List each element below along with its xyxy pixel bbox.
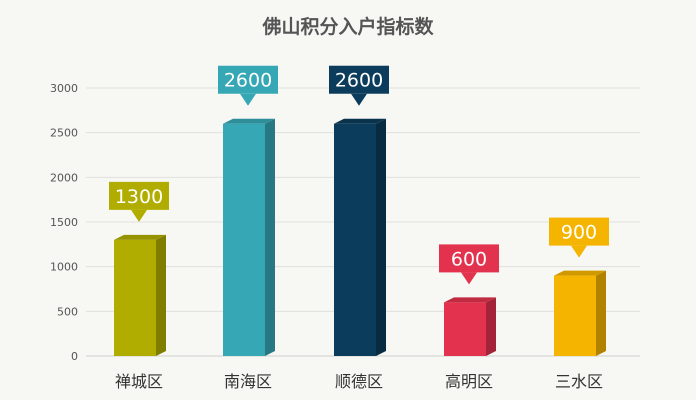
data-label: 2600 (335, 70, 383, 92)
bar-group: 2600 (329, 65, 389, 356)
data-label: 1300 (115, 186, 163, 208)
data-label-pointer (461, 272, 477, 285)
data-label: 2600 (224, 70, 272, 92)
data-label-box (439, 244, 499, 273)
bar-group: 600 (439, 244, 499, 356)
x-tick-label: 三水区 (555, 372, 603, 391)
y-tick-label: 1500 (50, 216, 78, 229)
data-label-box (549, 217, 609, 246)
chart-title: 佛山积分入户指标数 (262, 16, 434, 38)
bar-side (376, 118, 386, 356)
bar (554, 275, 596, 356)
bar (114, 239, 156, 356)
bar-side (486, 297, 496, 356)
bar-top (554, 270, 606, 276)
y-tick-label: 2500 (50, 127, 78, 140)
data-label-box (218, 65, 278, 94)
bar (334, 123, 376, 356)
y-tick-label: 2000 (50, 171, 78, 184)
data-label-pointer (131, 209, 147, 222)
x-tick-label: 高明区 (445, 372, 493, 391)
bar-side (596, 270, 606, 356)
x-tick-label: 南海区 (224, 372, 272, 391)
data-label-pointer (571, 245, 587, 258)
bar-group: 2600 (218, 65, 278, 356)
data-label-box (109, 181, 169, 210)
bar (223, 123, 265, 356)
bar-side (156, 234, 166, 356)
bar-top (334, 118, 386, 124)
data-label: 600 (451, 248, 487, 270)
x-tick-label: 顺德区 (335, 372, 383, 391)
y-tick-label: 3000 (50, 82, 78, 95)
data-label-box (329, 65, 389, 94)
bar (444, 302, 486, 356)
bar-top (223, 118, 275, 124)
y-tick-label: 500 (57, 305, 78, 318)
bar-side (265, 118, 275, 356)
bar-group: 1300 (109, 181, 169, 356)
bar-top (114, 234, 166, 240)
bar-group: 900 (549, 217, 609, 356)
data-label-pointer (351, 93, 367, 106)
y-tick-label: 1000 (50, 261, 78, 274)
y-tick-label: 0 (71, 350, 78, 363)
x-tick-label: 禅城区 (115, 372, 163, 391)
data-label-pointer (240, 93, 256, 106)
bar-top (444, 297, 496, 303)
data-label: 900 (561, 222, 597, 244)
